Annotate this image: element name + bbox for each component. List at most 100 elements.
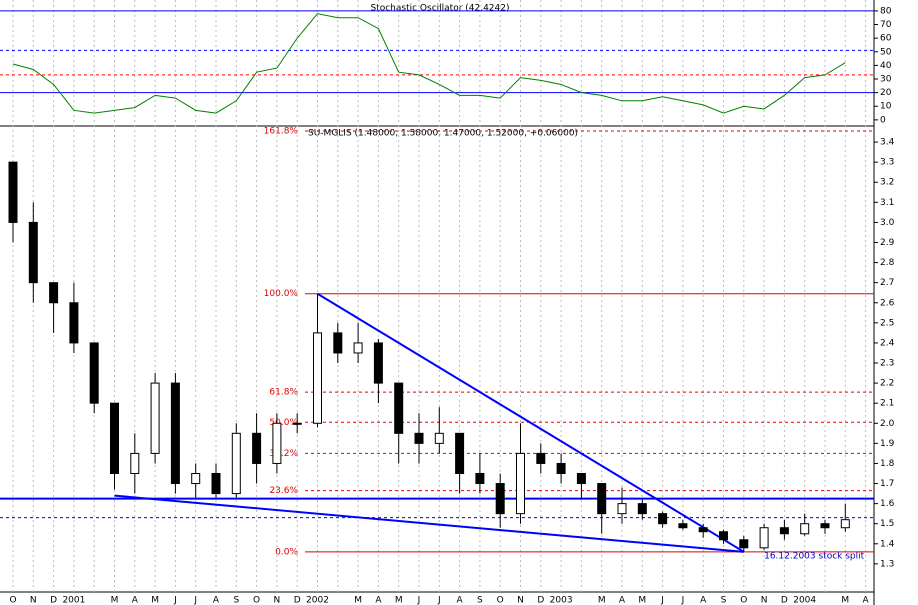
candle-body — [130, 452, 140, 474]
candle-body — [49, 282, 59, 304]
x-tick-label: S — [233, 596, 239, 605]
price-title: SU-MGLIS (1.48000, 1.58000, 1.47000, 1.5… — [308, 129, 578, 139]
y-tick-label: 80 — [880, 6, 892, 16]
y-tick-label: 60 — [880, 34, 892, 44]
x-tick-label: D — [50, 596, 57, 605]
x-tick-label: 2004 — [793, 596, 816, 605]
candle-body — [434, 432, 444, 444]
y-tick-label: 3.2 — [880, 178, 894, 188]
y-tick-label: 1.7 — [880, 479, 894, 489]
x-tick-label: M — [111, 596, 119, 605]
y-tick-label: 1.8 — [880, 459, 895, 469]
x-tick-label: O — [9, 596, 16, 605]
x-tick-label: A — [863, 596, 870, 605]
fib-label: 100.0% — [264, 289, 299, 299]
x-tick-label: D — [781, 596, 788, 605]
candle-body — [678, 523, 688, 529]
candle-body — [719, 531, 728, 541]
fib-label: 161.8% — [264, 127, 299, 137]
candle-body — [89, 342, 99, 404]
candle-body — [637, 503, 647, 515]
candle-body — [759, 527, 769, 549]
candle-body — [739, 539, 749, 549]
x-tick-label: J — [681, 596, 685, 605]
candle-body — [191, 472, 201, 485]
x-tick-label: N — [30, 596, 37, 605]
candle-body — [455, 432, 465, 474]
candle-body — [597, 483, 607, 515]
x-tick-label: O — [497, 596, 504, 605]
y-tick-label: 2.9 — [880, 238, 895, 248]
candle-body — [373, 342, 383, 384]
candle-body — [28, 221, 38, 284]
y-tick-label: 2.4 — [880, 338, 895, 348]
candle-body — [150, 382, 160, 454]
candle-body — [536, 452, 546, 464]
candle-body — [394, 382, 404, 434]
x-tick-label: J — [173, 596, 177, 605]
candle-body — [475, 472, 485, 485]
y-tick-label: 1.5 — [880, 519, 894, 529]
x-tick-label: D — [537, 596, 544, 605]
x-tick-label: J — [193, 596, 197, 605]
trendline — [114, 494, 744, 553]
y-tick-label: 1.9 — [880, 439, 895, 449]
fib-label: 50.0% — [269, 418, 298, 428]
y-tick-label: 3.4 — [880, 138, 895, 148]
x-tick-label: 2002 — [306, 596, 329, 605]
x-tick-label: O — [740, 596, 747, 605]
fib-label: 23.6% — [269, 486, 298, 496]
x-tick-label: J — [417, 596, 421, 605]
x-tick-label: J — [437, 596, 441, 605]
candle-body — [414, 432, 424, 444]
x-tick-label: A — [375, 596, 382, 605]
y-tick-label: 3.0 — [880, 218, 895, 228]
fib-label: 0.0% — [275, 547, 298, 557]
y-tick-label: 30 — [880, 75, 892, 85]
y-tick-label: 2.3 — [880, 359, 894, 369]
x-tick-label: S — [477, 596, 483, 605]
candle-body — [516, 452, 525, 515]
y-tick-label: 70 — [880, 20, 892, 30]
candle-body — [800, 523, 810, 535]
y-tick-label: 1.4 — [880, 539, 895, 549]
candle-body — [333, 332, 343, 354]
x-tick-label: 2001 — [62, 596, 85, 605]
x-tick-label: A — [213, 596, 220, 605]
stochastic-title: Stochastic Oscillator (42.4242) — [370, 4, 509, 14]
x-tick-label: N — [274, 596, 281, 605]
x-tick-label: N — [517, 596, 524, 605]
annotation: 16.12.2003 stock split — [764, 551, 865, 561]
candle-body — [211, 472, 221, 495]
fib-label: 61.8% — [269, 388, 298, 398]
y-tick-label: 40 — [880, 61, 892, 71]
x-tick-label: J — [660, 596, 664, 605]
x-tick-label: 2003 — [550, 596, 573, 605]
candle-body — [779, 527, 789, 535]
candle-body — [820, 523, 830, 529]
candle-body — [495, 483, 505, 515]
y-tick-label: 2.7 — [880, 278, 894, 288]
y-tick-label: 1.3 — [880, 559, 894, 569]
y-tick-label: 20 — [880, 88, 892, 98]
x-tick-label: O — [253, 596, 260, 605]
candle-body — [617, 503, 627, 515]
y-tick-label: 3.3 — [880, 158, 894, 168]
candle-body — [231, 432, 241, 495]
x-tick-label: M — [151, 596, 159, 605]
y-tick-label: 50 — [880, 47, 892, 57]
x-tick-label: A — [700, 596, 707, 605]
y-tick-label: 3.1 — [880, 198, 894, 208]
candle-body — [576, 472, 586, 485]
candle-body — [110, 402, 119, 474]
x-tick-label: M — [841, 596, 849, 605]
x-tick-label: M — [598, 596, 606, 605]
x-tick-label: M — [354, 596, 362, 605]
x-tick-label: M — [638, 596, 646, 605]
candle-body — [658, 513, 668, 525]
y-tick-label: 2.8 — [880, 258, 895, 268]
y-tick-label: 10 — [880, 102, 892, 112]
candle-body — [292, 422, 302, 425]
